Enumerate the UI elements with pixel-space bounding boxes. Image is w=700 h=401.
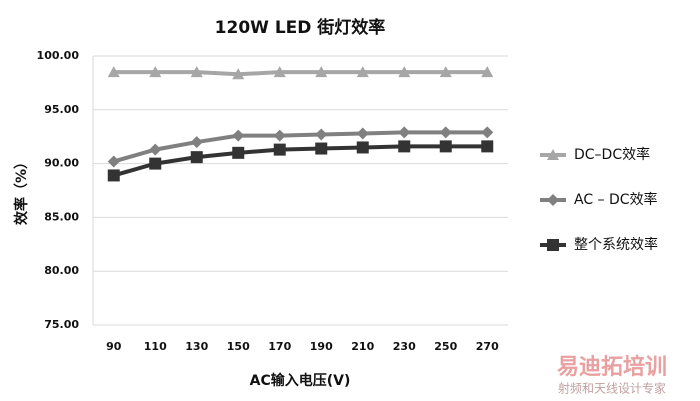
legend-label: AC – DC效率: [574, 191, 658, 208]
x-tick-label: 90: [106, 340, 122, 353]
series-line: [113, 70, 488, 77]
data-point: [107, 66, 120, 78]
x-tick-label: 230: [393, 340, 416, 353]
data-point: [315, 128, 328, 141]
series-line: [113, 130, 488, 164]
data-point: [232, 146, 245, 159]
x-tick-label: 190: [310, 340, 333, 353]
y-tick-label: 80.00: [44, 264, 79, 277]
data-point: [149, 66, 162, 78]
data-point: [481, 126, 494, 139]
y-axis-label: 效率（%）: [13, 155, 30, 225]
data-point: [107, 155, 120, 168]
data-point: [439, 140, 452, 153]
data-point: [273, 129, 286, 142]
data-point: [273, 143, 286, 156]
x-tick-label: 170: [268, 340, 291, 353]
data-point: [439, 126, 452, 139]
data-point: [439, 66, 452, 78]
data-point: [398, 66, 411, 78]
y-tick-label: 85.00: [44, 210, 79, 223]
legend-marker: [547, 239, 559, 251]
data-point: [398, 126, 411, 139]
data-point: [190, 151, 203, 164]
legend-label: DC–DC效率: [574, 146, 650, 163]
x-tick-label: 130: [185, 340, 208, 353]
series-line: [113, 144, 488, 178]
x-tick-label: 150: [227, 340, 250, 353]
data-point: [315, 66, 328, 78]
x-axis-label: AC输入电压(V): [250, 372, 351, 389]
data-point: [232, 68, 245, 80]
legend-marker: [547, 194, 559, 206]
data-point: [481, 66, 494, 78]
legend-marker: [547, 149, 559, 160]
data-point: [356, 141, 369, 154]
data-point: [481, 140, 494, 153]
legend-label: 整个系统效率: [574, 236, 658, 253]
watermark-slogan: 射频和天线设计专家: [558, 381, 666, 396]
data-point: [273, 66, 286, 78]
data-point: [356, 66, 369, 78]
data-point: [107, 169, 120, 182]
y-tick-label: 95.00: [44, 103, 79, 116]
data-point: [190, 136, 203, 149]
data-point: [398, 140, 411, 153]
data-point: [190, 66, 203, 78]
y-tick-label: 75.00: [44, 318, 79, 331]
data-point: [149, 157, 162, 170]
x-tick-label: 270: [476, 340, 499, 353]
data-point: [356, 127, 369, 140]
watermark-brand: 易迪拓培训: [557, 354, 667, 380]
y-tick-label: 90.00: [44, 157, 79, 170]
x-tick-label: 210: [351, 340, 374, 353]
data-point: [232, 129, 245, 142]
x-tick-label: 110: [144, 340, 167, 353]
y-tick-label: 100.00: [37, 49, 80, 62]
x-tick-label: 250: [434, 340, 457, 353]
data-point: [149, 143, 162, 156]
data-point: [315, 142, 328, 155]
chart-title: 120W LED 街灯效率: [215, 17, 386, 38]
